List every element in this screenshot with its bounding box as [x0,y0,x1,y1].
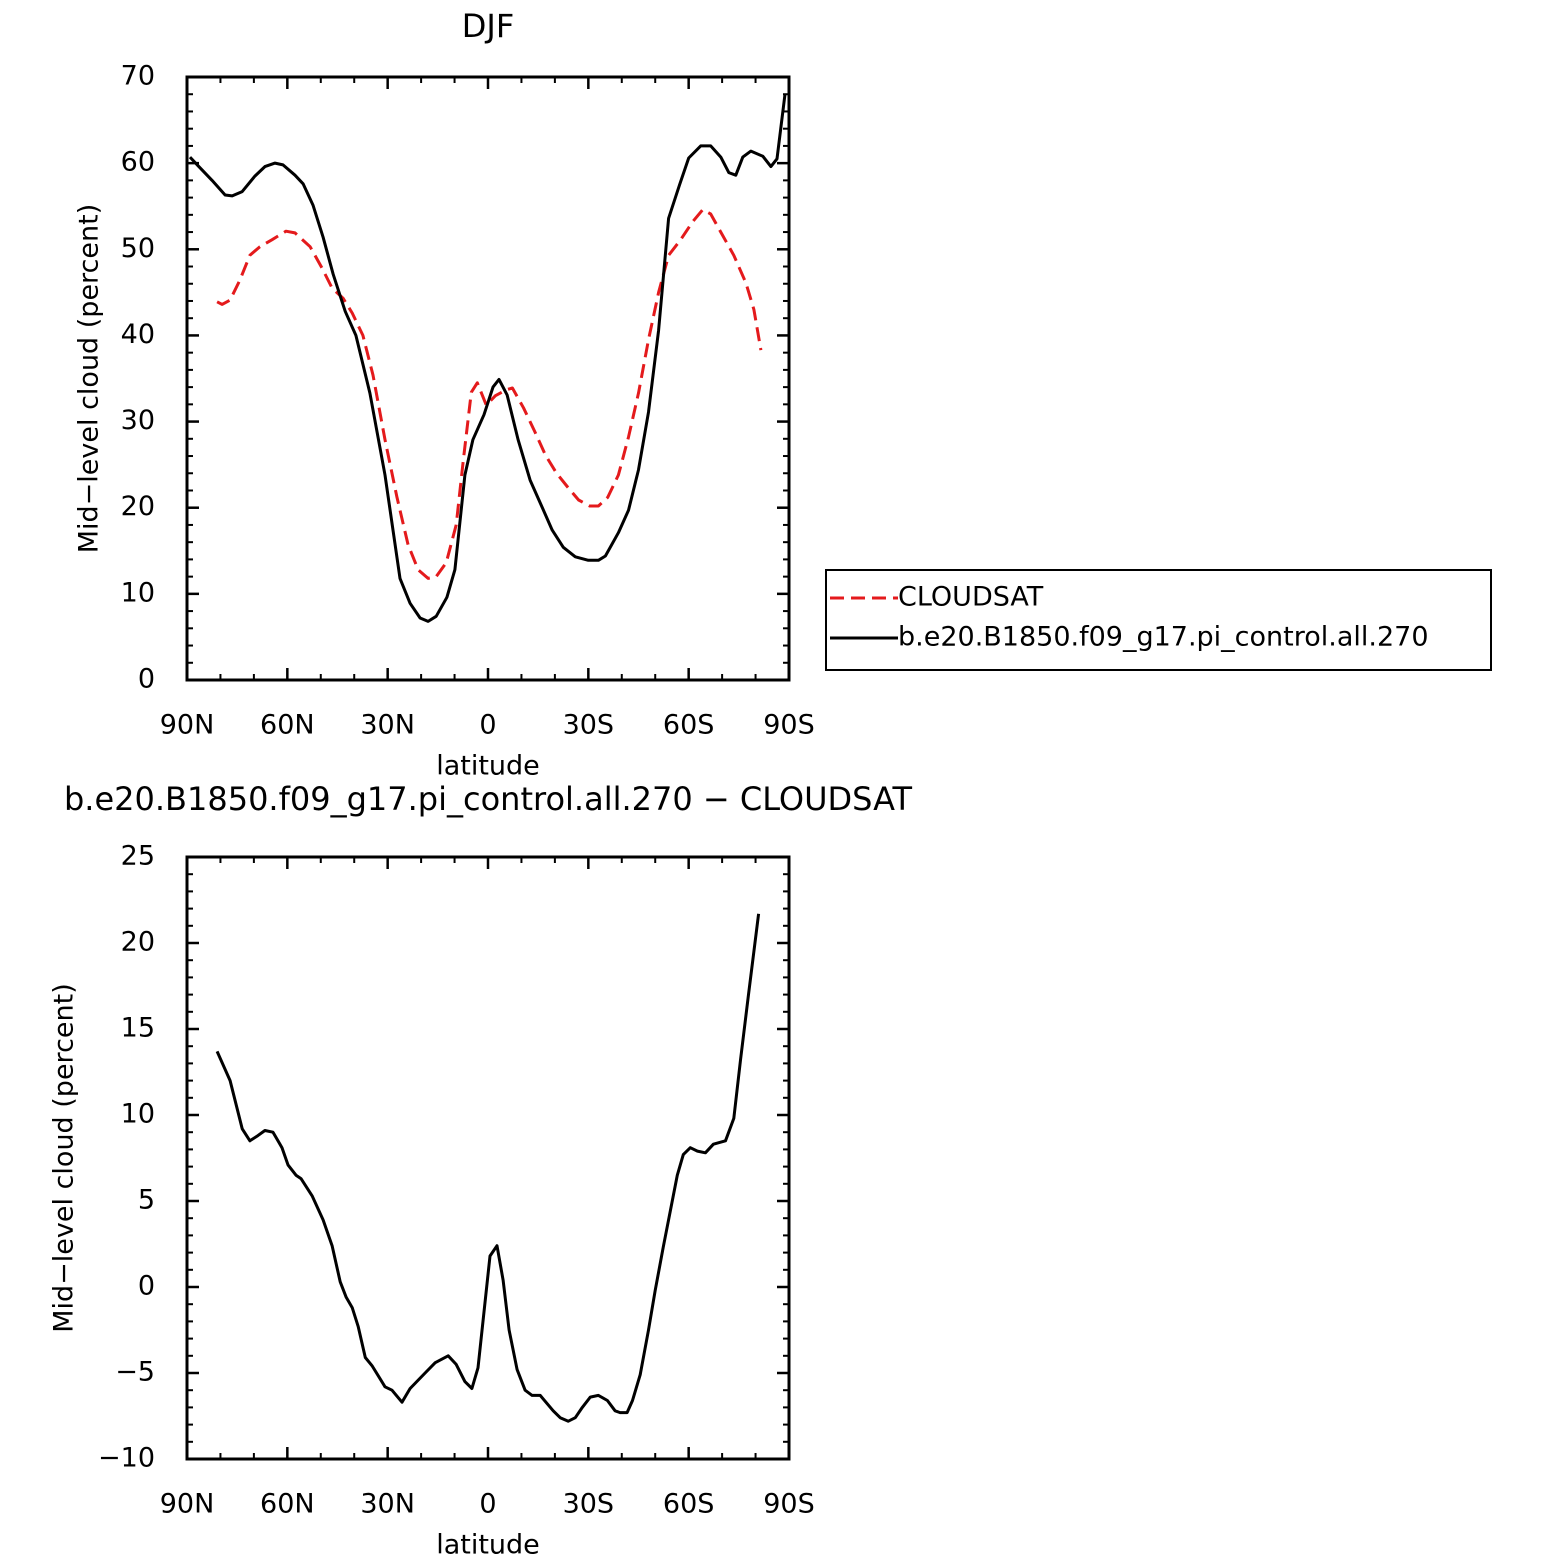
x-tick-label: 60N [260,710,315,741]
y-tick-label: 60 [121,147,155,178]
x-tick-label: 30N [360,710,415,741]
x-tick-label: 0 [479,1489,496,1520]
y-tick-label: 30 [121,405,155,436]
y-tick-label: 70 [121,61,155,92]
y-tick-label: −5 [115,1357,155,1388]
y-axis-label: Mid−level cloud (percent) [49,983,80,1333]
y-axis-label: Mid−level cloud (percent) [74,204,105,554]
x-tick-label: 0 [479,710,496,741]
y-tick-label: −10 [98,1443,155,1474]
x-tick-label: 30S [563,710,615,741]
y-tick-label: 10 [121,1099,155,1130]
legend-label: b.e20.B1850.f09_g17.pi_control.all.270 [898,622,1429,653]
x-tick-label: 90S [763,710,815,741]
legend-box [825,569,1492,671]
x-tick-label: 90N [160,710,215,741]
y-tick-label: 20 [121,927,155,958]
data-line [216,208,763,580]
legend-label: CLOUDSAT [898,582,1044,613]
x-tick-label: 60N [260,1489,315,1520]
x-tick-label: 60S [663,710,715,741]
y-tick-label: 10 [121,577,155,608]
y-tick-label: 40 [121,319,155,350]
x-tick-label: 60S [663,1489,715,1520]
y-tick-label: 20 [121,491,155,522]
chart-title: b.e20.B1850.f09_g17.pi_control.all.270 −… [64,780,913,818]
chart-title: DJF [462,7,514,45]
y-tick-label: 50 [121,233,155,264]
x-axis-label: latitude [436,751,540,782]
y-tick-label: 25 [121,841,155,872]
y-tick-label: 0 [138,1271,155,1302]
y-tick-label: 0 [138,664,155,695]
x-axis-label: latitude [436,1530,540,1561]
y-tick-label: 5 [138,1185,155,1216]
plot-frame [185,855,791,1461]
y-tick-label: 15 [121,1013,155,1044]
x-tick-label: 90N [160,1489,215,1520]
x-tick-label: 30S [563,1489,615,1520]
x-tick-label: 30N [360,1489,415,1520]
data-line [215,913,761,1423]
x-tick-label: 90S [763,1489,815,1520]
data-line [188,94,787,623]
plot-frame [185,75,791,682]
